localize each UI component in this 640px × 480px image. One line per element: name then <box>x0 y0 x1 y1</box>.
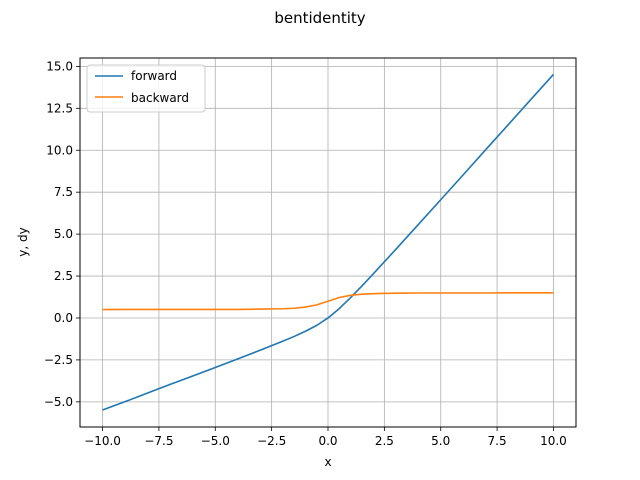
y-tick-label: 0.0 <box>54 311 73 325</box>
grid <box>80 58 576 427</box>
plot-lines <box>102 73 555 411</box>
y-tick-label: 7.5 <box>54 185 73 199</box>
x-tick-label: −5.0 <box>201 434 230 448</box>
series-line-backward <box>102 292 554 311</box>
x-tick-label: 0.0 <box>318 434 337 448</box>
y-tick-label: 5.0 <box>54 227 73 241</box>
y-tick-label: 15.0 <box>46 59 73 73</box>
y-tick-label: −2.5 <box>44 353 73 367</box>
legend-label-backward: backward <box>131 91 189 105</box>
y-tick-label: 10.0 <box>46 143 73 157</box>
y-tick-label: −5.0 <box>44 395 73 409</box>
x-tick-label: −7.5 <box>144 434 173 448</box>
y-tick-label: 2.5 <box>54 269 73 283</box>
series-line-forward <box>102 73 555 411</box>
y-axis-ticks: −5.0 −2.5 0.0 2.5 5.0 7.5 10.0 12.5 15.0 <box>44 59 80 409</box>
x-axis-ticks: −10.0 −7.5 −5.0 −2.5 0.0 2.5 5.0 7.5 10.0 <box>84 427 567 448</box>
x-tick-label: 2.5 <box>375 434 394 448</box>
x-tick-label: −2.5 <box>257 434 286 448</box>
legend-label-forward: forward <box>131 69 177 83</box>
x-tick-label: 7.5 <box>488 434 507 448</box>
chart-title: bentidentity <box>274 9 365 27</box>
x-tick-label: 5.0 <box>431 434 450 448</box>
legend: forward backward <box>86 64 206 113</box>
y-axis-label: y, dy <box>16 227 30 256</box>
x-axis-label: x <box>324 455 331 469</box>
x-tick-label: −10.0 <box>84 434 121 448</box>
y-tick-label: 12.5 <box>46 101 73 115</box>
x-tick-label: 10.0 <box>540 434 567 448</box>
